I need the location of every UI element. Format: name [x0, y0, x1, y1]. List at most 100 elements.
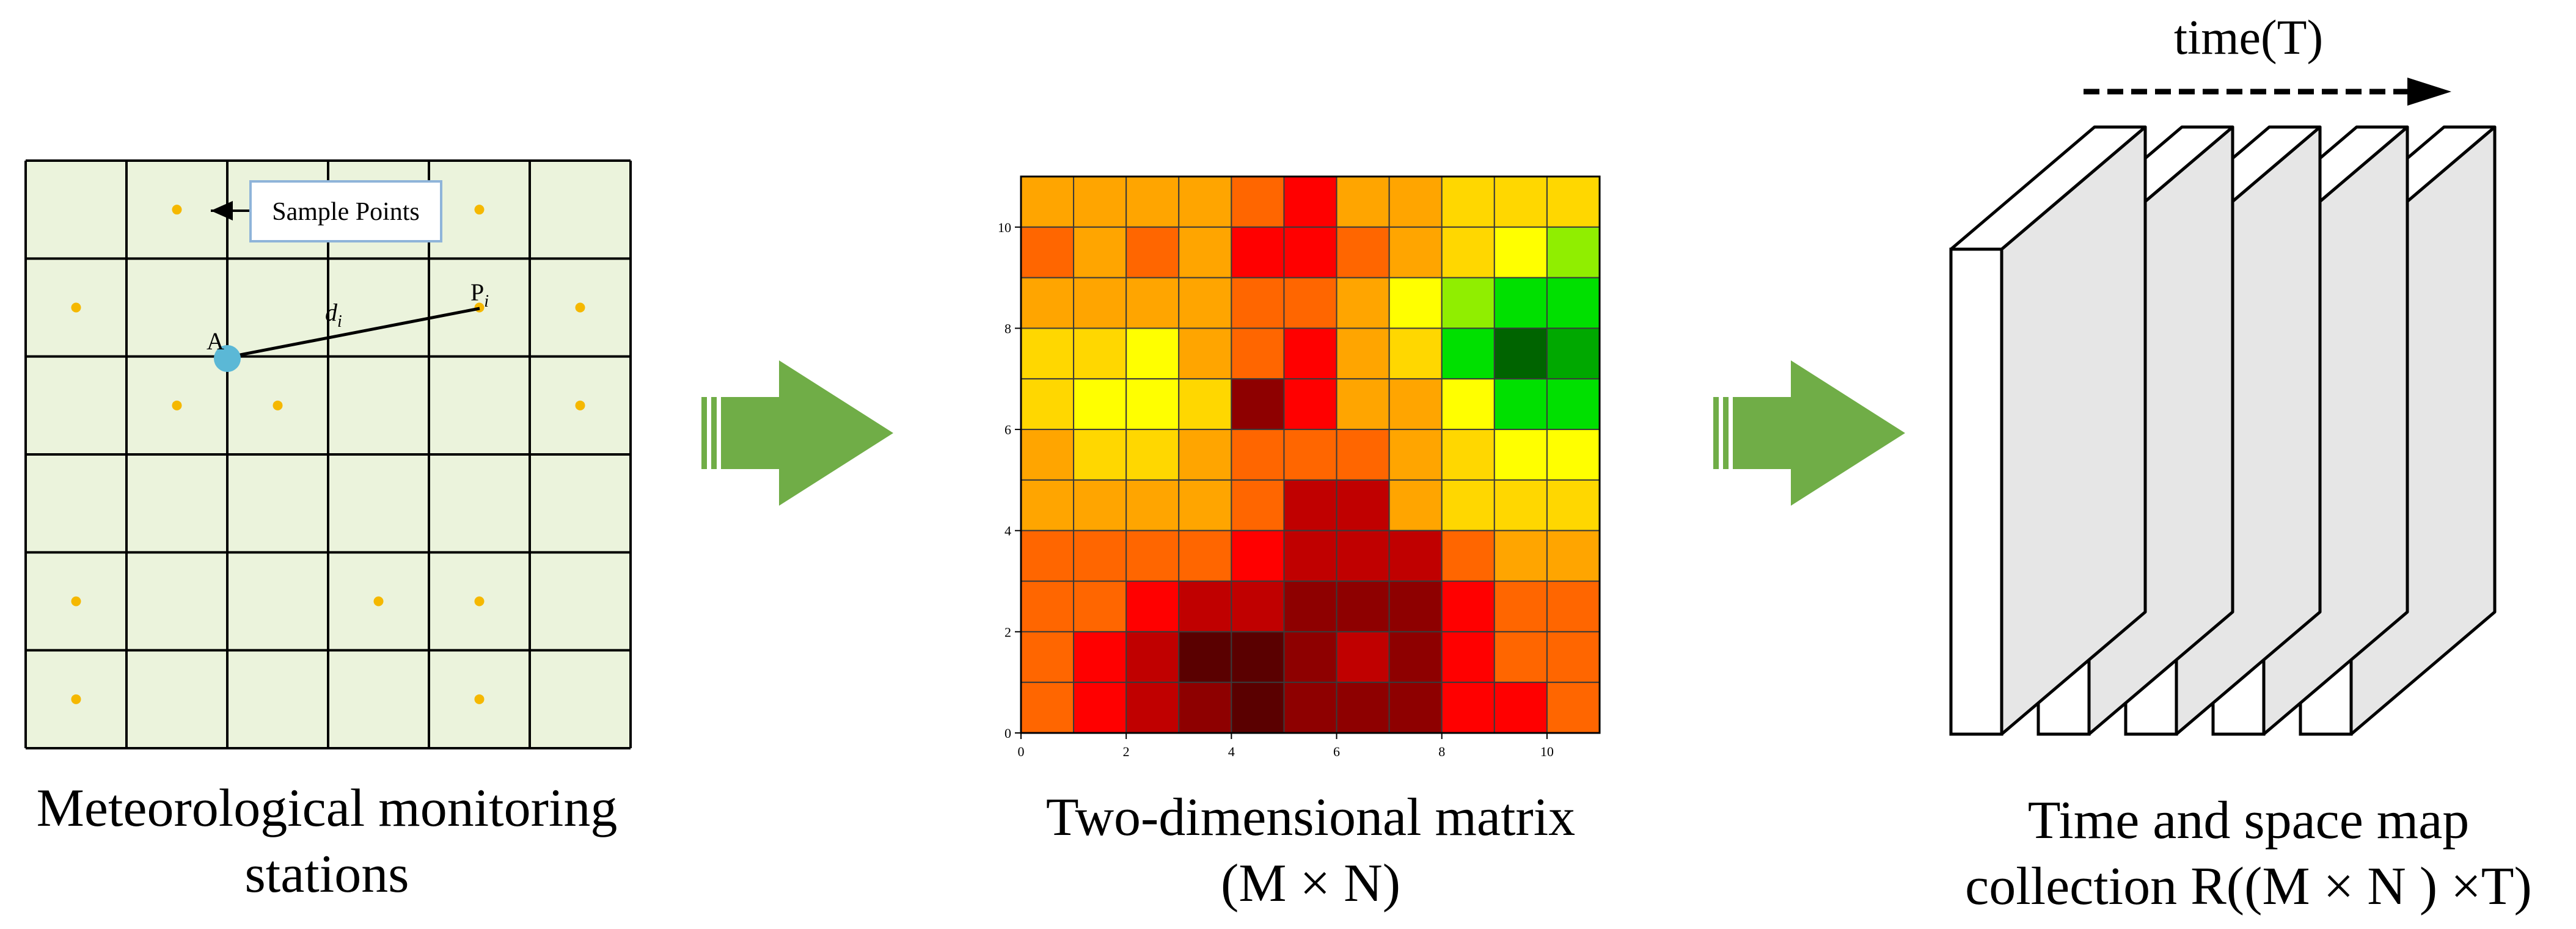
- y-tick-label: 6: [1004, 422, 1011, 437]
- heatmap-cell: [1231, 682, 1285, 734]
- distance-label: di: [325, 299, 342, 331]
- heatmap-cell: [1336, 226, 1390, 279]
- heatmap-cell: [1388, 327, 1443, 380]
- heatmap-cell: [1231, 226, 1285, 279]
- heatmap-cell: [1125, 176, 1180, 228]
- heatmap-cell: [1283, 530, 1337, 582]
- heatmap-cell: [1020, 176, 1075, 228]
- sample-point: [474, 694, 485, 704]
- heatmap-cell: [1388, 277, 1443, 329]
- time-layer: [1949, 125, 2147, 736]
- heatmap-cell: [1546, 580, 1601, 633]
- heatmap-cell: [1020, 429, 1075, 481]
- heatmap-cell: [1125, 226, 1180, 279]
- caption-stations-line1: Meteorological monitoring: [36, 779, 618, 838]
- heatmap-cell: [1493, 277, 1548, 329]
- heatmap-cell: [1020, 378, 1075, 431]
- y-tick-label: 4: [1004, 523, 1011, 539]
- heatmap-cell: [1441, 226, 1495, 279]
- caption-matrix-line1: Two-dimensional matrix: [1045, 788, 1576, 847]
- heatmap-cell: [1231, 479, 1285, 531]
- heatmap-cell: [1073, 226, 1127, 279]
- sample-point: [71, 694, 81, 704]
- heatmap-cell: [1493, 530, 1548, 582]
- heatmap-cell: [1546, 176, 1601, 228]
- heatmap-cell: [1441, 530, 1495, 582]
- sample-point: [575, 302, 585, 313]
- heatmap-cell: [1388, 682, 1443, 734]
- caption-collection: Time and space map collection R((M × N )…: [1925, 788, 2572, 920]
- x-tick-label: 2: [1123, 744, 1130, 759]
- heatmap-cell: [1073, 530, 1127, 582]
- heatmap-cell: [1178, 429, 1232, 481]
- grid-lines: [24, 159, 632, 749]
- heatmap-cell: [1283, 580, 1337, 633]
- x-tick-label: 10: [1540, 744, 1554, 759]
- heatmap-cell: [1441, 580, 1495, 633]
- heatmap-cell: [1283, 176, 1337, 228]
- heatmap-cell: [1283, 327, 1337, 380]
- heatmap-cell: [1231, 327, 1285, 380]
- x-tick-label: 8: [1438, 744, 1445, 759]
- heatmap-cell: [1441, 176, 1495, 228]
- heatmap-cell: [1125, 378, 1180, 431]
- heatmap-cell: [1336, 580, 1390, 633]
- station-a-label: A: [207, 327, 224, 355]
- heatmap-cell: [1073, 327, 1127, 380]
- heatmap-cell: [1231, 378, 1285, 431]
- heatmap-cell: [1178, 479, 1232, 531]
- heatmap-cell: [1125, 682, 1180, 734]
- station-grid-panel: A di Pi Sample Points: [24, 159, 632, 749]
- heatmap-cell: [1073, 682, 1127, 734]
- heatmap-cell: [1388, 226, 1443, 279]
- heatmap-cell: [1073, 176, 1127, 228]
- heatmap-cell: [1020, 631, 1075, 683]
- heatmap-cell: [1073, 631, 1127, 683]
- heatmap-cell: [1231, 530, 1285, 582]
- heatmap-cell: [1336, 429, 1390, 481]
- heatmap-cell: [1546, 631, 1601, 683]
- heatmap-cells: [1020, 176, 1601, 734]
- heatmap-cell: [1546, 277, 1601, 329]
- time-stack-panel: time(T): [1949, 11, 2497, 736]
- heatmap-cell: [1125, 479, 1180, 531]
- layer-front: [1949, 247, 2003, 736]
- time-layers: [1949, 125, 2497, 736]
- y-tick-label: 8: [1004, 321, 1011, 336]
- heatmap-cell: [1125, 277, 1180, 329]
- distance-line: [227, 307, 480, 359]
- heatmap-cell: [1441, 631, 1495, 683]
- heatmap-cell: [1493, 176, 1548, 228]
- heatmap-cell: [1231, 176, 1285, 228]
- heatmap-cell: [1336, 277, 1390, 329]
- caption-stations: Meteorological monitoring stations: [0, 776, 654, 908]
- heatmap-x-ticks: 0 2 4 6 8 10: [1018, 733, 1554, 759]
- heatmap-cell: [1493, 479, 1548, 531]
- heatmap-cell: [1020, 327, 1075, 380]
- heatmap-cell: [1231, 277, 1285, 329]
- flow-arrow-2: [1713, 360, 1905, 506]
- sample-point: [172, 205, 182, 215]
- heatmap-cell: [1441, 682, 1495, 734]
- heatmap-y-ticks: 0 2 4 6 8 10: [998, 220, 1021, 741]
- time-arrowhead: [2407, 78, 2451, 106]
- heatmap-cell: [1231, 631, 1285, 683]
- heatmap-cell: [1493, 378, 1548, 431]
- sample-points-callout: [249, 180, 442, 242]
- heatmap-cell: [1073, 580, 1127, 633]
- heatmap-cell: [1493, 580, 1548, 633]
- heatmap-cell: [1493, 682, 1548, 734]
- heatmap-cell: [1125, 631, 1180, 683]
- heatmap-cell: [1125, 530, 1180, 582]
- heatmap-cell: [1178, 378, 1232, 431]
- heatmap-cell: [1178, 631, 1232, 683]
- y-tick-label: 10: [998, 220, 1011, 235]
- time-label: time(T): [2174, 11, 2323, 65]
- heatmap-cell: [1283, 378, 1337, 431]
- heatmap-cell: [1178, 327, 1232, 380]
- sample-points: [71, 205, 585, 704]
- heatmap-cell: [1178, 176, 1232, 228]
- heatmap-cell: [1388, 479, 1443, 531]
- heatmap-cell: [1441, 277, 1495, 329]
